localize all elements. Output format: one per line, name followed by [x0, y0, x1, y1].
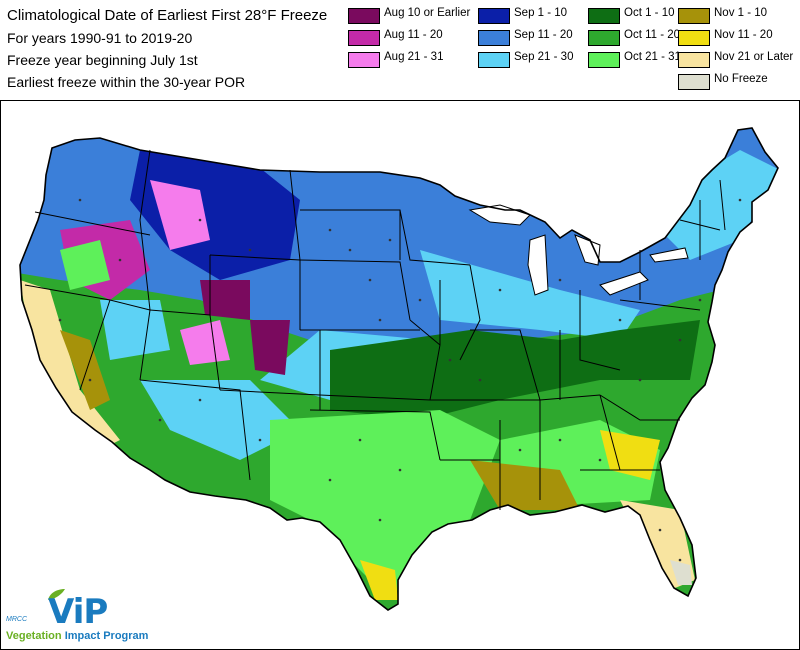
legend-label: No Freeze [714, 73, 768, 85]
legend-label: Nov 11 - 20 [714, 29, 773, 41]
vip-logo: MRCC ViP Vegetation Impact Program [6, 589, 166, 646]
legend-label: Oct 1 - 10 [624, 7, 675, 19]
state-boundaries [24, 149, 726, 510]
zone-sep-21-30-midwest [420, 250, 640, 340]
leaf-icon [48, 589, 65, 600]
legend-swatch [678, 30, 710, 46]
zone-nov-1-10-central-valley [60, 330, 110, 410]
station-dots [58, 198, 742, 562]
legend-label: Oct 21 - 31 [624, 51, 681, 63]
legend-label: Sep 11 - 20 [514, 29, 573, 41]
zone-oct-21-31-texas [270, 410, 500, 600]
lake-huron [574, 234, 601, 266]
period-text: For years 1990-91 to 2019-20 [7, 30, 193, 46]
zone-aug-10-colorado [250, 320, 290, 375]
zone-sep-21-30-great-basin [100, 300, 170, 360]
legend-swatch [588, 30, 620, 46]
legend-swatch [478, 30, 510, 46]
legend-label: Aug 11 - 20 [384, 29, 443, 41]
legend-label: Sep 21 - 30 [514, 51, 574, 63]
logo-org-text: MRCC [6, 616, 27, 623]
logo-mark: ViP [48, 592, 108, 632]
legend-swatch [678, 52, 710, 68]
legend-swatch [348, 30, 380, 46]
freeze-zones [20, 128, 778, 610]
legend-label: Aug 10 or Earlier [384, 7, 471, 19]
great-lakes [468, 204, 689, 296]
legend-swatch [678, 74, 710, 90]
lake-ontario [649, 247, 689, 263]
logo-program-name: Vegetation Impact Program [6, 630, 148, 642]
logo-name-part1: Vegetation [6, 630, 62, 642]
legend-swatch [678, 8, 710, 24]
zone-nov-11-20-south-texas [360, 560, 398, 600]
por-note-text: Earliest freeze within the 30-year POR [7, 74, 246, 90]
freeze-date-map [19, 127, 779, 611]
title-block: Climatological Date of Earliest First 28… [7, 5, 337, 93]
legend-label: Aug 21 - 31 [384, 51, 444, 63]
legend-label: Nov 21 or Later [714, 51, 794, 63]
map-title: Climatological Date of Earliest First 28… [7, 7, 328, 24]
freeze-year-text: Freeze year beginning July 1st [7, 52, 198, 68]
zone-sep-21-30-northeast [640, 150, 778, 260]
legend-label: Nov 1 - 10 [714, 7, 768, 19]
zone-oct-1-10 [330, 320, 700, 420]
zone-no-freeze-south-florida [670, 560, 692, 585]
zone-aug-10-wyoming [200, 280, 250, 320]
legend-swatch [478, 8, 510, 24]
lake-michigan [527, 234, 549, 296]
logo-name-part2: Impact Program [64, 630, 149, 642]
legend-swatch [348, 52, 380, 68]
zone-nov-1-10-gulf [470, 460, 580, 510]
legend-swatch [478, 52, 510, 68]
zone-aug-21-31-utah [180, 320, 230, 365]
lake-erie [599, 271, 649, 296]
zone-oct-21-31-oregon-coast [60, 240, 110, 290]
legend-label: Sep 1 - 10 [514, 7, 568, 19]
zone-aug-21-31-montana [150, 180, 210, 250]
zone-nov-21-california [20, 280, 120, 450]
legend-swatch [588, 8, 620, 24]
legend-label: Oct 11 - 20 [624, 29, 681, 41]
map-header: Climatological Date of Earliest First 28… [0, 0, 800, 101]
legend-swatch [588, 52, 620, 68]
zone-nov-11-20-carolinas [600, 430, 660, 480]
legend-swatch [348, 8, 380, 24]
